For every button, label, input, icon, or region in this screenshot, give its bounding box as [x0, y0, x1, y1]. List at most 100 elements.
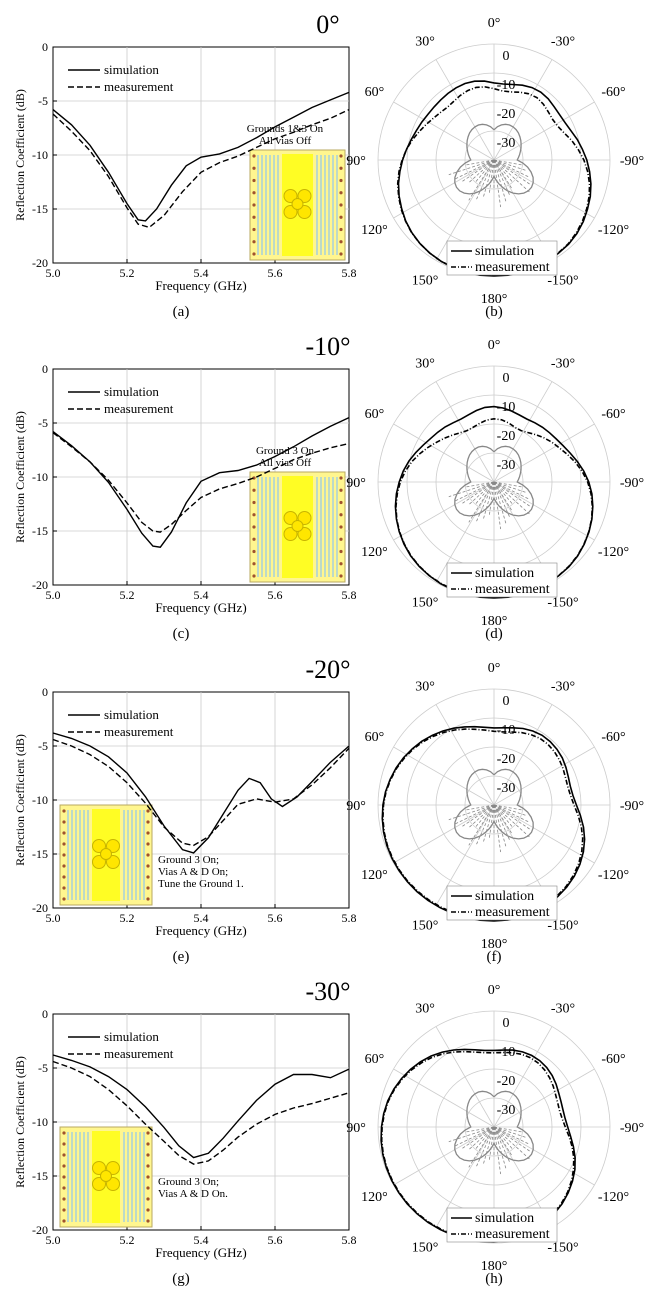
- x-tick-label: 5.4: [194, 588, 209, 602]
- patch-element: [106, 1177, 120, 1191]
- polar-spoke: [393, 481, 495, 541]
- polar-radial-label: -30: [497, 136, 516, 151]
- polar-spoke: [393, 159, 495, 219]
- polar-radial-label: -20: [497, 752, 516, 767]
- y-tick-label: -10: [32, 793, 48, 807]
- cross-pol-meas: [488, 1126, 495, 1161]
- polar-spoke: [493, 423, 595, 483]
- y-tick-label: -20: [32, 256, 48, 270]
- via-dot: [146, 875, 150, 879]
- patch-element: [106, 1161, 120, 1175]
- panel-label-polar: (f): [487, 949, 502, 965]
- x-tick-label: 5.2: [120, 1233, 135, 1247]
- patch-element: [297, 189, 312, 203]
- via-dot: [146, 809, 150, 813]
- via-dot: [252, 562, 256, 566]
- patch-element: [297, 205, 312, 219]
- cross-pol-meas: [448, 159, 495, 176]
- x-tick-label: 5.4: [194, 1233, 209, 1247]
- cross-pol-meas: [476, 159, 495, 200]
- via-dot: [62, 820, 66, 824]
- via-dot: [339, 500, 343, 505]
- polar-chart: 0° 30° 60° 90° 120° 150° 180° -150° -120° -90° -60…: [346, 983, 644, 1274]
- via-dot: [252, 191, 256, 195]
- via-dot: [252, 525, 256, 529]
- y-tick-label: -15: [32, 524, 48, 538]
- polar-chart: 0° 30° 60° 90° 120° 150° 180° -150° -120° -90° -60…: [346, 338, 644, 629]
- panel-label-rc: (c): [173, 626, 190, 642]
- via-dot: [339, 549, 343, 554]
- polar-angle-label: 180°: [481, 937, 508, 952]
- panel-label-rc: (g): [172, 1271, 190, 1287]
- via-dot: [62, 886, 66, 890]
- cross-pol-meas: [493, 481, 530, 507]
- polar-spoke: [493, 481, 595, 541]
- via-dot: [62, 853, 66, 857]
- patch-element: [92, 855, 106, 869]
- polar-angle-label: 90°: [346, 799, 366, 814]
- cross-pol-meas: [468, 481, 495, 505]
- patch-element: [297, 527, 312, 541]
- cross-pol-meas: [488, 159, 495, 194]
- cross-pol-meas: [493, 1126, 529, 1145]
- y-tick-label: 0: [42, 40, 48, 54]
- cross-pol-meas: [493, 1126, 530, 1160]
- patch-element: [92, 1161, 106, 1175]
- polar-radial-label: 0: [503, 371, 510, 386]
- cross-pol-meas: [493, 804, 530, 838]
- via-dot: [252, 537, 256, 541]
- cross-pol-pattern: [448, 1090, 534, 1175]
- via-dot: [339, 227, 343, 232]
- polar-angle-label: 30°: [415, 1001, 435, 1016]
- cross-pol-meas: [468, 159, 495, 201]
- y-tick-label: -20: [32, 578, 48, 592]
- cross-pol-meas: [493, 159, 530, 185]
- via-dot: [339, 562, 343, 566]
- panel-label-polar: (d): [485, 626, 503, 642]
- cross-pol-meas: [455, 1126, 495, 1147]
- polar-series-measurement: [396, 86, 591, 277]
- cross-pol-meas: [493, 1126, 527, 1138]
- patch-element: [283, 527, 298, 541]
- polar-series-measurement: [382, 728, 584, 921]
- polar-angle-label: 90°: [346, 154, 366, 169]
- polar-spoke: [393, 1126, 495, 1186]
- via-dot: [146, 1219, 150, 1223]
- via-dot: [339, 178, 343, 183]
- via-dot: [146, 864, 150, 868]
- x-tick-label: 5.4: [194, 266, 209, 280]
- cross-pol-meas: [476, 804, 495, 845]
- x-tick-label: 5.8: [342, 588, 357, 602]
- via-dot: [252, 227, 256, 232]
- legend-label-simulation: simulation: [475, 1211, 534, 1226]
- series-measurement: [52, 432, 350, 533]
- patch-element: [106, 839, 120, 853]
- angle-title: 0°: [316, 10, 339, 39]
- via-dot: [62, 1131, 66, 1135]
- via-dot: [146, 886, 150, 890]
- patch-element: [283, 511, 298, 525]
- cross-pol-meas: [468, 481, 495, 523]
- via-dot: [252, 574, 256, 578]
- polar-spoke: [435, 159, 495, 261]
- x-tick-label: 5.4: [194, 911, 209, 925]
- cross-pol-meas: [468, 1126, 495, 1168]
- polar-spoke: [435, 1126, 495, 1228]
- x-tick-label: 5.6: [268, 266, 283, 280]
- cross-pol-meas: [493, 481, 530, 515]
- polar-angle-label: 150°: [412, 919, 439, 934]
- annotation-line: Ground 3 On;: [158, 1176, 219, 1188]
- polar-spoke: [393, 746, 495, 806]
- cross-pol-meas: [455, 804, 495, 825]
- via-dot: [62, 1153, 66, 1157]
- legend-label-simulation: simulation: [475, 566, 534, 581]
- polar-radial-label: -20: [497, 1074, 516, 1089]
- polar-angle-label: -30°: [551, 34, 575, 49]
- polar-angle-label: -120°: [598, 545, 629, 560]
- annotation-line: Vias A & D On.: [158, 1188, 228, 1200]
- via-dot: [146, 1142, 150, 1146]
- series-simulation: [52, 1054, 350, 1159]
- cross-pol-meas: [483, 159, 495, 197]
- cross-pol-meas: [493, 804, 529, 823]
